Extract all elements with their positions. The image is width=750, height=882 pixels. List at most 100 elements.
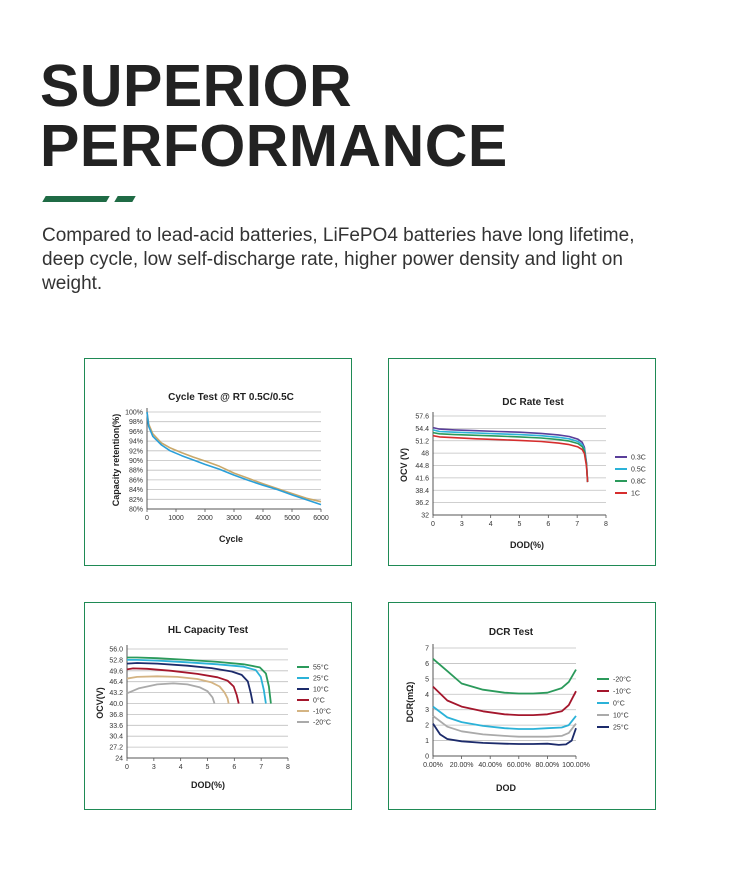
y-tick-label: 94% bbox=[129, 439, 143, 446]
legend-label: 10°C bbox=[613, 712, 629, 720]
y-tick-label: 5 bbox=[425, 676, 429, 683]
series-line-25-c bbox=[432, 723, 577, 746]
dcr-test-panel: DCR Test 7 6 5 4 3 2 1 0 0.00% 20.00% 40.00% 60.00% 8… bbox=[388, 602, 656, 810]
x-tick-label: 20.00% bbox=[450, 762, 474, 769]
x-tick-label: 80.00% bbox=[536, 762, 560, 769]
y-tick-label: 57.6 bbox=[415, 414, 429, 421]
x-tick-label: 6000 bbox=[313, 515, 329, 522]
x-tick-label: 0 bbox=[145, 515, 149, 522]
y-tick-label: 100% bbox=[125, 410, 143, 417]
y-tick-label: 40.0 bbox=[109, 701, 123, 708]
x-tick-label: 4000 bbox=[255, 515, 271, 522]
legend-label: 25°C bbox=[613, 724, 629, 732]
x-tick-label: 6 bbox=[546, 521, 550, 528]
series-line-20-c bbox=[432, 658, 577, 695]
legend-label: -20°C bbox=[613, 676, 631, 684]
cycle-test-panel: Cycle Test @ RT 0.5C/0.5C 100% 98% 96% 94% 92… bbox=[84, 358, 352, 566]
x-tick-label: 1000 bbox=[168, 515, 184, 522]
legend-label: 0°C bbox=[313, 697, 325, 705]
x-tick-label: 60.00% bbox=[507, 762, 531, 769]
title-line-2: PERFORMANCE bbox=[40, 113, 508, 179]
accent-bar-short bbox=[114, 196, 136, 202]
y-tick-label: 80% bbox=[129, 507, 143, 514]
cycle-test-chart: Cycle Test @ RT 0.5C/0.5C 100% 98% 96% 94% 92… bbox=[111, 392, 329, 544]
y-tick-label: 84% bbox=[129, 487, 143, 494]
y-tick-label: 36.8 bbox=[109, 712, 123, 719]
series-line-0-c bbox=[432, 705, 577, 730]
y-tick-label: 2 bbox=[425, 723, 429, 730]
intro-description: Compared to lead-acid batteries, LiFePO4… bbox=[42, 225, 635, 294]
y-tick-label: 3 bbox=[425, 707, 429, 714]
y-tick-label: 54.4 bbox=[415, 426, 429, 433]
x-tick-label: 5000 bbox=[284, 515, 300, 522]
y-tick-label: 1 bbox=[425, 738, 429, 745]
y-tick-label: 32 bbox=[421, 513, 429, 520]
chart-title: DCR Test bbox=[489, 627, 534, 638]
y-tick-label: 96% bbox=[129, 429, 143, 436]
y-tick-label: 86% bbox=[129, 477, 143, 484]
x-tick-label: 2000 bbox=[197, 515, 213, 522]
legend-label: 1C bbox=[631, 491, 640, 498]
y-tick-label: 82% bbox=[129, 497, 143, 504]
legend-label: 0.3C bbox=[631, 455, 646, 462]
y-tick-label: 0 bbox=[425, 754, 429, 761]
title-line-1: SUPERIOR bbox=[40, 53, 353, 119]
series-line-blue bbox=[146, 411, 322, 506]
y-tick-label: 90% bbox=[129, 458, 143, 465]
x-axis-label: DOD(%) bbox=[191, 780, 225, 790]
series-line-25-c bbox=[127, 659, 267, 704]
y-tick-label: 36.2 bbox=[415, 500, 429, 507]
hl-capacity-test-panel: HL Capacity Test 56.0 52.8 49.6 46.4 43.2 40.0… bbox=[84, 602, 352, 810]
x-tick-label: 0 bbox=[431, 521, 435, 528]
x-tick-label: 3000 bbox=[226, 515, 242, 522]
legend-label: -10°C bbox=[613, 688, 631, 696]
y-tick-label: 27.2 bbox=[109, 745, 123, 752]
y-tick-label: 49.6 bbox=[109, 668, 123, 675]
x-tick-label: 7 bbox=[259, 764, 263, 771]
y-axis-label: OCV (V) bbox=[399, 448, 409, 482]
y-tick-label: 41.6 bbox=[415, 475, 429, 482]
x-tick-label: 6 bbox=[232, 764, 236, 771]
x-tick-label: 3 bbox=[460, 521, 464, 528]
legend-label: -10°C bbox=[313, 708, 331, 716]
legend-label: -20°C bbox=[313, 719, 331, 727]
y-axis-label: OCV(V) bbox=[95, 687, 105, 719]
y-tick-label: 98% bbox=[129, 419, 143, 426]
x-axis-label: DOD(%) bbox=[510, 540, 544, 550]
chart-title: Cycle Test @ RT 0.5C/0.5C bbox=[168, 392, 294, 403]
x-tick-label: 5 bbox=[518, 521, 522, 528]
y-tick-label: 38.4 bbox=[415, 488, 429, 495]
y-axis-label: DCR(mΩ) bbox=[405, 682, 415, 723]
x-tick-label: 4 bbox=[179, 764, 183, 771]
series-line-10-c bbox=[126, 662, 254, 704]
series-line-0-c bbox=[126, 667, 240, 704]
y-tick-label: 7 bbox=[425, 646, 429, 653]
y-tick-label: 48 bbox=[421, 451, 429, 458]
y-tick-label: 92% bbox=[129, 448, 143, 455]
chart-title: DC Rate Test bbox=[502, 397, 564, 408]
x-tick-label: 4 bbox=[489, 521, 493, 528]
legend-label: 0°C bbox=[613, 700, 625, 708]
legend-label: 55°C bbox=[313, 664, 329, 672]
y-axis-label: Capacity retention(%) bbox=[111, 414, 121, 507]
y-tick-label: 56.0 bbox=[109, 647, 123, 654]
x-tick-label: 3 bbox=[152, 764, 156, 771]
x-tick-label: 7 bbox=[575, 521, 579, 528]
y-tick-label: 24 bbox=[115, 756, 123, 763]
y-tick-label: 4 bbox=[425, 692, 429, 699]
series-line-0-8c bbox=[432, 431, 589, 483]
chart-title: HL Capacity Test bbox=[168, 625, 249, 636]
series-line-1c bbox=[432, 434, 589, 483]
y-tick-label: 52.8 bbox=[109, 657, 123, 664]
x-tick-label: 8 bbox=[286, 764, 290, 771]
y-tick-label: 88% bbox=[129, 468, 143, 475]
x-axis-label: Cycle bbox=[219, 534, 243, 544]
x-tick-label: 0 bbox=[125, 764, 129, 771]
x-tick-label: 8 bbox=[604, 521, 608, 528]
y-tick-label: 43.2 bbox=[109, 690, 123, 697]
legend-label: 0.5C bbox=[631, 467, 646, 474]
dc-rate-test-panel: DC Rate Test 57.6 54.4 51.2 48 44.8 41.6 38.4 36… bbox=[388, 358, 656, 566]
y-tick-label: 46.4 bbox=[109, 679, 123, 686]
x-tick-label: 100.00% bbox=[562, 762, 590, 769]
